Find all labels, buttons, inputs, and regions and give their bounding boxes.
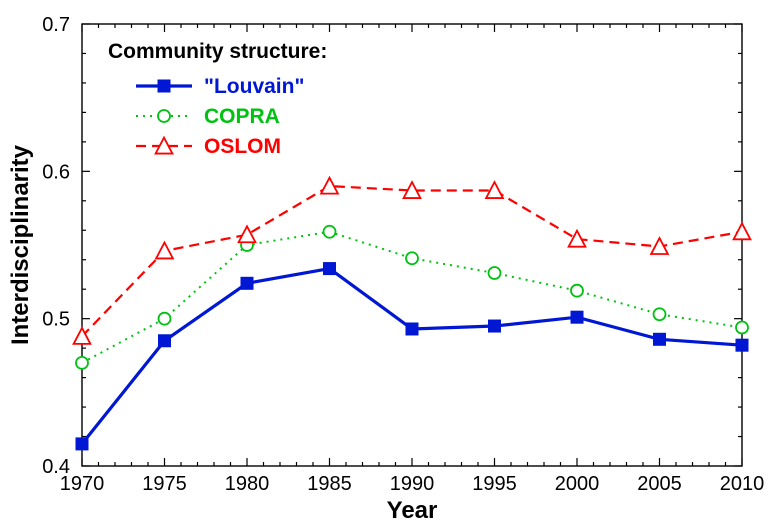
legend-label: COPRA — [204, 105, 280, 128]
y-tick-label: 0.6 — [42, 161, 70, 183]
y-axis-label: Interdisciplinarity — [7, 144, 34, 345]
x-tick-label: 1990 — [390, 473, 435, 495]
x-tick-label: 2000 — [555, 473, 600, 495]
y-tick-label: 0.5 — [42, 309, 70, 331]
y-tick-label: 0.7 — [42, 14, 70, 36]
legend-title: Community structure: — [108, 40, 327, 63]
x-axis-label: Year — [387, 497, 438, 524]
x-tick-label: 1995 — [472, 473, 517, 495]
x-tick-label: 2005 — [637, 473, 682, 495]
interdisciplinarity-chart: 1970197519801985199019952000200520100.40… — [0, 0, 770, 529]
legend-label: "Louvain" — [204, 75, 304, 98]
x-tick-label: 1985 — [307, 473, 352, 495]
x-tick-label: 1980 — [225, 473, 270, 495]
y-tick-label: 0.4 — [42, 456, 70, 478]
x-tick-label: 2010 — [720, 473, 765, 495]
legend-label: OSLOM — [204, 135, 281, 158]
x-tick-label: 1975 — [142, 473, 187, 495]
